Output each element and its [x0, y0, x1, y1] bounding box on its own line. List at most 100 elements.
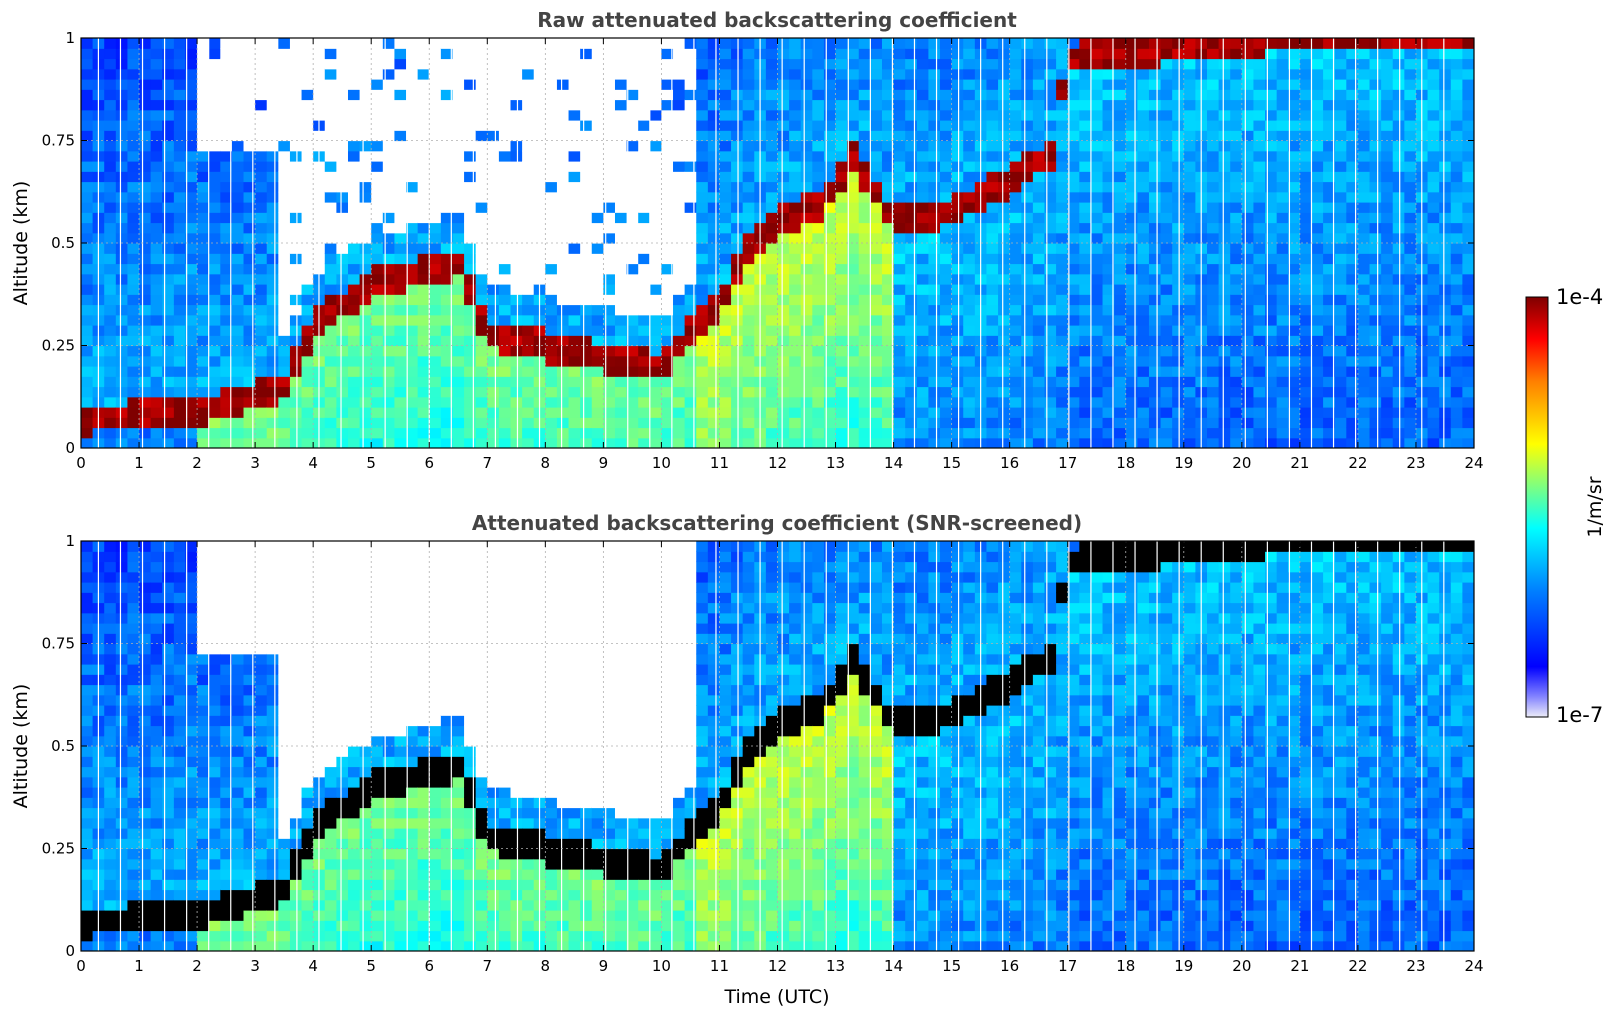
heatmap-cell	[719, 407, 732, 418]
heatmap-cell	[649, 232, 663, 244]
heatmap-cell	[1067, 191, 1080, 203]
heatmap-cell	[719, 171, 732, 183]
heatmap-cell	[568, 48, 581, 60]
heatmap-cell	[522, 376, 535, 388]
heatmap-cell	[1079, 366, 1092, 377]
heatmap-cell	[1346, 253, 1359, 265]
heatmap-cell	[255, 437, 268, 448]
heatmap-cell	[881, 366, 895, 377]
heatmap-cell	[986, 355, 999, 367]
heatmap-cell	[765, 150, 779, 162]
heatmap-cell	[1218, 89, 1231, 101]
heatmap-cell	[742, 191, 755, 203]
heatmap-cell	[81, 99, 94, 111]
heatmap-cell	[649, 304, 663, 316]
heatmap-cell	[568, 161, 581, 172]
heatmap-cell	[684, 89, 697, 101]
heatmap-cell	[568, 171, 581, 183]
heatmap-cell	[893, 355, 906, 367]
heatmap-cell	[255, 150, 268, 162]
heatmap-cell	[1183, 366, 1196, 377]
heatmap-cell	[870, 427, 883, 439]
heatmap-cell	[115, 427, 129, 439]
heatmap-cell	[858, 171, 871, 183]
heatmap-cell	[1137, 355, 1150, 367]
heatmap-cell	[197, 79, 210, 90]
heatmap-cell	[731, 232, 744, 244]
heatmap-cell	[278, 58, 291, 70]
heatmap-cell	[1044, 366, 1057, 377]
heatmap-cell	[614, 355, 628, 367]
heatmap-cell	[742, 273, 755, 285]
heatmap-cell	[452, 325, 465, 336]
heatmap-cell	[928, 284, 941, 295]
heatmap-cell	[127, 396, 140, 408]
heatmap-cell	[104, 150, 117, 162]
heatmap-cell	[1299, 417, 1313, 429]
heatmap-column	[278, 38, 291, 448]
heatmap-cell	[777, 243, 790, 254]
heatmap-cell	[139, 191, 152, 203]
heatmap-cell	[220, 386, 233, 398]
heatmap-cell	[1044, 150, 1057, 162]
heatmap-cell	[1427, 253, 1440, 265]
heatmap-cell	[1253, 376, 1266, 388]
heatmap-cell	[626, 263, 639, 275]
heatmap-cell	[1369, 335, 1382, 347]
heatmap-cell	[998, 427, 1011, 439]
heatmap-cell	[1207, 38, 1220, 49]
heatmap-cell	[104, 232, 117, 244]
heatmap-cell	[231, 407, 245, 418]
heatmap-cell	[324, 253, 337, 265]
heatmap-cell	[893, 294, 906, 306]
heatmap-cell	[638, 150, 651, 162]
heatmap-cell	[1241, 325, 1255, 336]
heatmap-cell	[603, 89, 616, 101]
heatmap-cell	[1265, 437, 1278, 448]
heatmap-cell	[719, 191, 732, 203]
heatmap-cell	[139, 437, 152, 448]
heatmap-cell	[905, 202, 918, 213]
heatmap-cell	[1334, 48, 1347, 60]
heatmap-cell	[986, 366, 999, 377]
heatmap-cell	[696, 386, 709, 398]
heatmap-cell	[835, 181, 848, 193]
heatmap-cell	[1288, 304, 1301, 316]
heatmap-cell	[1311, 417, 1324, 429]
heatmap-cell	[568, 222, 581, 234]
heatmap-cell	[1392, 417, 1405, 429]
heatmap-cell	[545, 171, 558, 183]
heatmap-cell	[406, 437, 419, 448]
heatmap-cell	[173, 89, 187, 101]
heatmap-cell	[1369, 130, 1382, 142]
heatmap-cell	[1346, 427, 1359, 439]
heatmap-cell	[614, 366, 628, 377]
heatmap-cell	[1392, 140, 1405, 152]
heatmap-cell	[510, 89, 523, 101]
heatmap-cell	[301, 294, 314, 306]
heatmap-cell	[173, 191, 187, 203]
heatmap-column	[1172, 38, 1185, 448]
heatmap-cell	[510, 212, 523, 224]
heatmap-cell	[289, 284, 303, 295]
heatmap-cell	[487, 212, 500, 224]
heatmap-cell	[406, 68, 419, 80]
heatmap-column	[324, 38, 337, 448]
heatmap-cell	[1299, 109, 1313, 121]
heatmap-cell	[440, 366, 454, 377]
heatmap-cell	[661, 386, 674, 398]
heatmap-cell	[1079, 150, 1092, 162]
heatmap-cell	[649, 355, 663, 367]
heatmap-cell	[835, 232, 848, 244]
heatmap-cell	[464, 181, 477, 193]
heatmap-cell	[359, 212, 372, 224]
heatmap-cell	[963, 427, 976, 439]
heatmap-cell	[870, 181, 883, 193]
heatmap-cell	[916, 243, 930, 254]
heatmap-cell	[800, 79, 813, 90]
heatmap-cell	[406, 202, 419, 213]
heatmap-column	[243, 38, 256, 448]
heatmap-cell	[220, 427, 233, 439]
heatmap-cell	[1172, 243, 1185, 254]
heatmap-cell	[870, 232, 883, 244]
